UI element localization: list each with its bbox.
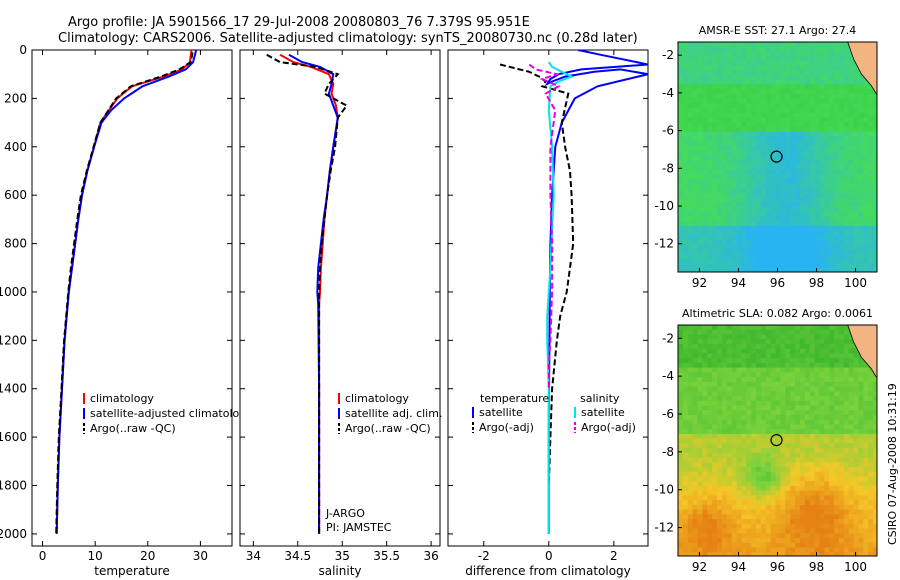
sla_map-ytick-label: -10 — [654, 483, 674, 497]
difference-series-sal_satellite — [546, 61, 575, 534]
side-label: CSIRO 07-Aug-2008 10:31:19 — [886, 383, 899, 545]
temperature-axes-frame — [31, 49, 233, 547]
difference-series-sal_argo — [528, 63, 561, 389]
depth-tick-label: 1400 — [0, 382, 27, 396]
difference-xtick-label: -2 — [478, 549, 490, 563]
salinity-series-argo — [266, 53, 349, 534]
salinity-xtick-label: 34.5 — [284, 549, 311, 563]
diff-legend-temp-item: satellite — [479, 406, 523, 419]
diff-legend-sal-title: salinity — [580, 392, 620, 405]
panel-sst_map: AMSR-E SST: 27.1 Argo: 27.4 92 94 96 98 100 -2… — [654, 24, 878, 290]
depth-tick-label: 400 — [4, 140, 27, 154]
sla_map-xtick-label: 98 — [809, 560, 824, 574]
figure-title-line2: Climatology: CARS2006. Satellite-adjuste… — [58, 31, 638, 46]
sla_map-xtick-label: 94 — [731, 560, 746, 574]
diff-legend-sal-item: Argo(-adj) — [581, 421, 636, 434]
temperature-xlabel: temperature — [94, 564, 169, 578]
sla_map-heatmap-cells — [678, 325, 877, 556]
sal-legend-item: satellite adj. clim. — [345, 407, 442, 420]
temperature-xtick-label: 0 — [39, 549, 47, 563]
depth-tick-label: 200 — [4, 91, 27, 105]
sla_map-ytick-label: -12 — [654, 521, 674, 535]
diff-legend-sal-item: satellite — [581, 406, 625, 419]
panel-sla_map: Altimetric SLA: 0.082 Argo: 0.0061 92 94 96… — [654, 307, 878, 574]
temperature-xtick-label: 20 — [140, 549, 155, 563]
sst_map-ytick-label: -2 — [662, 48, 674, 62]
salinity-axes-frame — [239, 49, 441, 547]
difference-series-group — [499, 50, 648, 534]
diff-legend-temp-title: temperature — [480, 392, 549, 405]
sst_map-land — [847, 42, 877, 96]
sst_map-title: AMSR-E SST: 27.1 Argo: 27.4 — [699, 24, 857, 37]
sst_map-xtick-label: 98 — [809, 276, 824, 290]
panel-salinity: 34 34.5 35 35.5 36 salinity climatology satelli… — [239, 49, 442, 578]
temp-legend-item: Argo(..raw -QC) — [90, 422, 176, 435]
salinity-series-group — [266, 53, 349, 534]
sla_map-xtick-label: 96 — [770, 560, 785, 574]
salinity-xtick-label: 35.5 — [373, 549, 400, 563]
sst_map-ytick-label: -12 — [654, 237, 674, 251]
diff-legend-temp-item: Argo(-adj) — [479, 421, 534, 434]
sal-annotation-line1: J-ARGO — [325, 507, 365, 520]
sla_map-xtick-label: 92 — [692, 560, 707, 574]
temp-legend-item: satellite-adjusted climatology — [90, 407, 253, 420]
figure-title-line1: Argo profile: JA 5901566_17 29-Jul-2008 … — [68, 15, 530, 30]
sst_map-heatmap-cells — [678, 42, 877, 272]
sst_map-ytick-label: -8 — [662, 161, 674, 175]
depth-tick-label: 600 — [4, 188, 27, 202]
sla_map-land — [847, 325, 877, 379]
sal-legend-item: climatology — [345, 392, 409, 405]
salinity-xtick-label: 34 — [246, 549, 261, 563]
difference-xlabel: difference from climatology — [465, 564, 631, 578]
sla_map-xtick-label: 100 — [844, 560, 867, 574]
sst_map-xtick-label: 96 — [770, 276, 785, 290]
salinity-xtick-label: 35 — [335, 549, 350, 563]
difference-xtick-label: 2 — [610, 549, 618, 563]
sla_map-ytick-label: -4 — [662, 369, 674, 383]
temperature-series-group — [55, 50, 198, 534]
sal-legend-item: Argo(..raw -QC) — [345, 422, 431, 435]
difference-xtick-label: 0 — [545, 549, 553, 563]
depth-tick-label: 1000 — [0, 285, 27, 299]
temperature-xtick-label: 30 — [193, 549, 208, 563]
panel-temperature: 0 10 20 30 temperature 0 200 400 600 800 1000 1200 1… — [0, 43, 253, 578]
depth-tick-label: 1600 — [0, 430, 27, 444]
sal-annotation-line2: PI: JAMSTEC — [326, 521, 392, 534]
sla_map-ytick-label: -2 — [662, 331, 674, 345]
depth-tick-label: 0 — [19, 43, 27, 57]
sst_map-ytick-label: -6 — [662, 124, 674, 138]
sst_map-xtick-label: 100 — [844, 276, 867, 290]
sla_map-argo-marker — [770, 434, 783, 447]
sst_map-ytick-label: -4 — [662, 86, 674, 100]
depth-tick-label: 800 — [4, 237, 27, 251]
depth-tick-label: 1200 — [0, 333, 27, 347]
salinity-xlabel: salinity — [318, 564, 361, 578]
difference-series-temp_satellite — [544, 50, 648, 534]
sst_map-ytick-label: -10 — [654, 199, 674, 213]
sla_map-ytick-label: -6 — [662, 407, 674, 421]
salinity-xtick-label: 36 — [423, 549, 438, 563]
temperature-xtick-label: 10 — [88, 549, 103, 563]
sla_map-ytick-label: -8 — [662, 445, 674, 459]
sla_map-title: Altimetric SLA: 0.082 Argo: 0.0061 — [682, 307, 873, 320]
sst_map-argo-marker — [770, 150, 783, 163]
depth-tick-label: 2000 — [0, 527, 27, 541]
sst_map-xtick-label: 92 — [692, 276, 707, 290]
temp-legend-item: climatology — [90, 392, 154, 405]
sst_map-xtick-label: 94 — [731, 276, 746, 290]
depth-tick-label: 1800 — [0, 479, 27, 493]
temperature-series-satellite — [55, 50, 198, 534]
